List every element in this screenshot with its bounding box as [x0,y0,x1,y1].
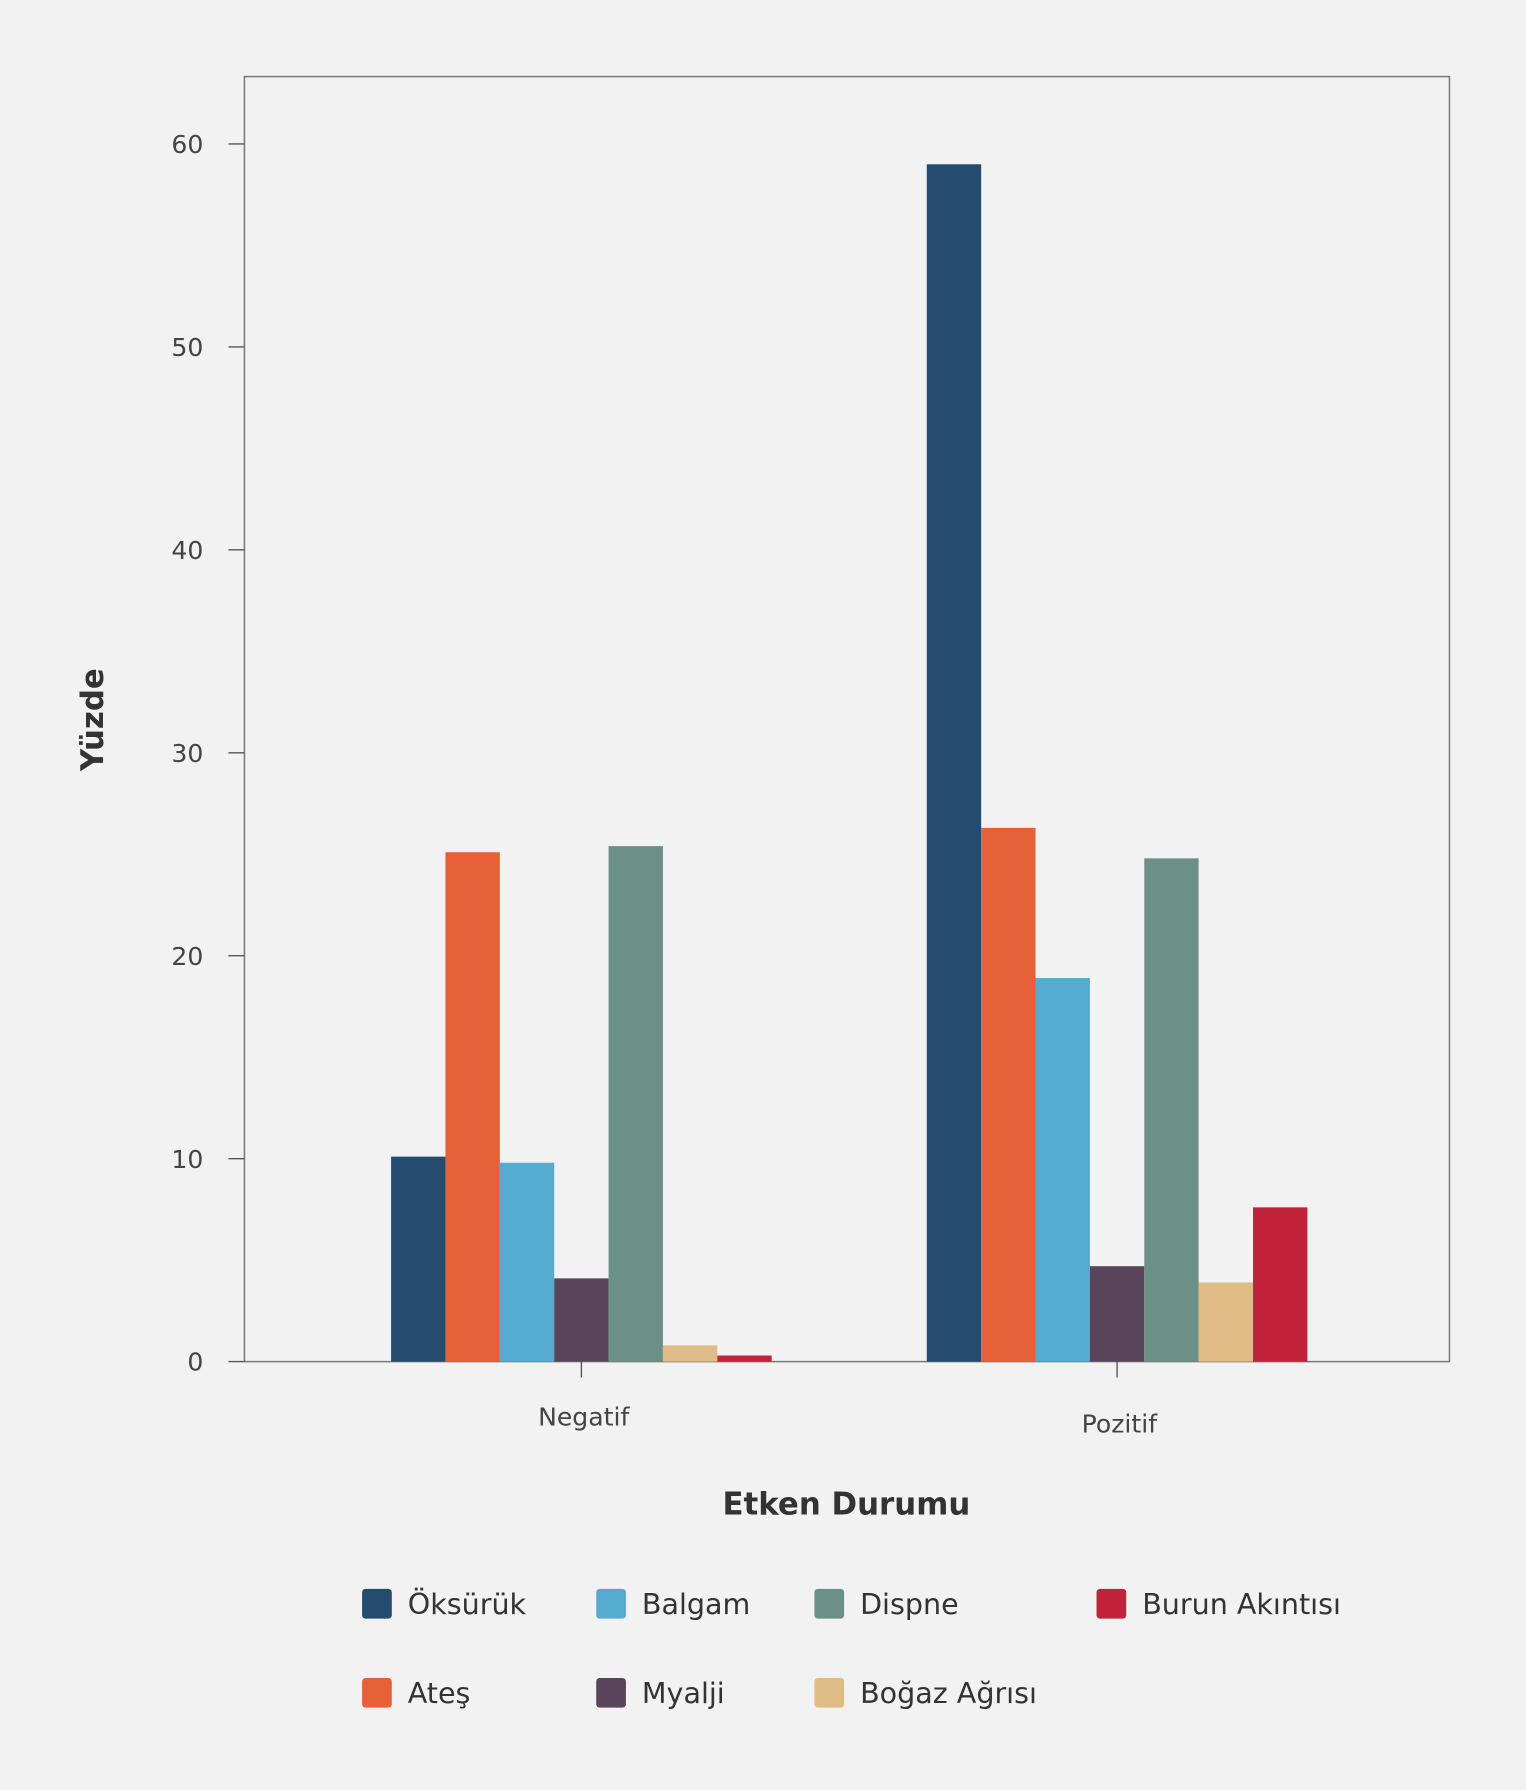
legend-item: Öksürük [362,1587,527,1621]
bar-negatif-6 [717,1355,772,1362]
x-tick-label: Pozitif [1082,1409,1159,1438]
bar-pozitif-2 [1035,978,1090,1362]
legend-item: Burun Akıntısı [1096,1587,1341,1621]
legend-swatch [362,1677,392,1708]
bar-negatif-3 [554,1278,609,1362]
legend-item: Ateş [362,1676,470,1710]
y-tick-label: 0 [187,1348,203,1377]
bar-pozitif-4 [1144,858,1199,1362]
bar-negatif-2 [499,1162,555,1362]
y-tick-label: 20 [171,942,203,971]
y-tick-label: 50 [171,333,203,362]
legend-item: Myalji [596,1676,725,1710]
bar-pozitif-6 [1253,1207,1308,1362]
bar-pozitif-1 [981,827,1036,1362]
bar-negatif-1 [445,852,500,1362]
bar-negatif-0 [391,1156,446,1362]
legend-swatch [814,1677,845,1708]
bar-negatif-4 [608,846,663,1362]
bar-pozitif-0 [926,164,982,1362]
legend-label: Balgam [642,1587,750,1621]
y-tick-label: 30 [171,739,203,768]
legend-swatch [1096,1588,1127,1619]
plot-frame [243,75,1451,1363]
y-tick-label: 40 [171,536,203,565]
legend-swatch [596,1677,626,1708]
x-axis-label: Etken Durumu [722,1487,970,1523]
y-tick-label: 60 [171,130,203,159]
legend-label: Myalji [642,1676,725,1710]
y-axis-label: Yüzde [75,668,111,772]
y-tick-label: 10 [171,1145,203,1174]
legend-item: Dispne [814,1587,959,1621]
bar-negatif-5 [662,1345,718,1362]
legend-label: Boğaz Ağrısı [860,1676,1037,1710]
legend: Öksürük Ateş Balgam Myalji Dispne Boğaz Ağrıs… [362,1587,1341,1710]
legend-label: Ateş [408,1676,471,1710]
x-tick-label: Negatif [538,1403,630,1432]
legend-swatch [362,1588,392,1619]
bar-pozitif-5 [1198,1282,1254,1362]
legend-label: Burun Akıntısı [1142,1587,1341,1621]
legend-swatch [814,1588,845,1619]
legend-label: Dispne [860,1587,959,1621]
legend-item: Balgam [596,1587,750,1621]
legend-label: Öksürük [408,1587,527,1621]
bar-pozitif-3 [1089,1266,1145,1362]
legend-swatch [596,1588,626,1619]
legend-item: Boğaz Ağrısı [814,1676,1037,1710]
